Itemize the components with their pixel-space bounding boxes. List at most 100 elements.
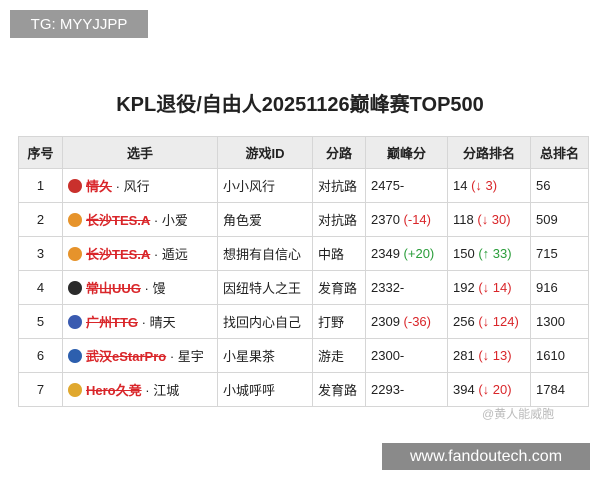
score-change: (-36)	[403, 314, 431, 329]
player-cell: 常山UUG · 馒	[62, 270, 218, 305]
role-rank-cell: 281 (↓ 13)	[447, 338, 531, 373]
role-cell: 对抗路	[312, 202, 366, 237]
table-row: 3 长沙TES.A · 遁远 想拥有自信心 中路 2349 (+20) 150 (↑ 33…	[18, 236, 589, 271]
player-cell: 武汉eStarPro · 星宇	[62, 338, 218, 373]
team-logo	[68, 383, 82, 397]
score-change: (+20)	[403, 246, 435, 261]
team-name: 广州TTG	[86, 315, 138, 330]
role-cell: 发育路	[312, 372, 366, 407]
role-cell: 发育路	[312, 270, 366, 305]
role-rank: 394	[453, 382, 475, 397]
score: 2475-	[371, 178, 405, 193]
index-cell: 3	[18, 236, 63, 271]
player-name: · 晴天	[141, 315, 176, 330]
team-name: Hero久竞	[86, 383, 142, 398]
rank-change: (↓ 14)	[478, 280, 512, 295]
index-cell: 4	[18, 270, 63, 305]
role-rank: 118	[453, 212, 474, 227]
team-name: 长沙TES.A	[86, 213, 151, 228]
role-rank: 281	[453, 348, 475, 363]
role-rank-cell: 256 (↓ 124)	[447, 304, 531, 339]
role-rank: 14	[453, 178, 468, 193]
player-name: · 风行	[115, 179, 150, 194]
table-row: 6 武汉eStarPro · 星宇 小星果茶 游走 2300- 281 (↓ 13) 161…	[18, 338, 589, 373]
team-logo	[68, 179, 82, 193]
role-rank-cell: 118 (↓ 30)	[447, 202, 531, 237]
rank-change: (↑ 33)	[478, 246, 512, 261]
player-cell: 长沙TES.A · 遁远	[62, 236, 218, 271]
role-rank: 256	[453, 314, 475, 329]
player-name: · 遁远	[153, 247, 188, 262]
rank-change: (↓ 124)	[478, 314, 519, 329]
index-cell: 1	[18, 168, 63, 203]
player-name: · 小爱	[153, 213, 188, 228]
index-cell: 5	[18, 304, 63, 339]
game-id-cell: 想拥有自信心	[217, 236, 313, 271]
column-header: 总排名	[530, 136, 589, 169]
game-id-cell: 角色爱	[217, 202, 313, 237]
total-rank-cell: 1610	[530, 338, 589, 373]
rank-change: (↓ 13)	[478, 348, 512, 363]
watermark: TG: MYYJJPP	[10, 10, 148, 38]
index-cell: 7	[18, 372, 63, 407]
total-rank-cell: 1300	[530, 304, 589, 339]
column-header: 游戏ID	[217, 136, 313, 169]
player-name: · 星宇	[169, 349, 204, 364]
role-rank: 192	[453, 280, 475, 295]
score-cell: 2349 (+20)	[365, 236, 448, 271]
column-header: 选手	[62, 136, 218, 169]
team-logo	[68, 315, 82, 329]
score-cell: 2475-	[365, 168, 448, 203]
column-header: 序号	[18, 136, 63, 169]
role-cell: 游走	[312, 338, 366, 373]
game-id-cell: 小小风行	[217, 168, 313, 203]
rank-change: (↓ 3)	[471, 178, 498, 193]
player-name: · 江城	[145, 383, 180, 398]
score: 2309	[371, 314, 400, 329]
column-header: 分路	[312, 136, 366, 169]
total-rank-cell: 916	[530, 270, 589, 305]
total-rank-cell: 509	[530, 202, 589, 237]
player-cell: 广州TTG · 晴天	[62, 304, 218, 339]
role-cell: 中路	[312, 236, 366, 271]
score: 2293-	[371, 382, 405, 397]
score-cell: 2309 (-36)	[365, 304, 448, 339]
team-logo	[68, 247, 82, 261]
title: KPL退役/自由人20251126巅峰赛TOP500	[116, 94, 484, 116]
table-row: 4 常山UUG · 馒因纽特人之王 发育路 2332- 192 (↓ 14) 916	[18, 270, 589, 305]
role-cell: 对抗路	[312, 168, 366, 203]
column-header: 巅峰分	[365, 136, 448, 169]
game-id-cell: 小城呼呼	[217, 372, 313, 407]
role-cell: 打野	[312, 304, 366, 339]
total-rank-cell: 56	[530, 168, 589, 203]
table-row: 7 Hero久竞 · 江城 小城呼呼 发育路 2293- 394 (↓ 20) 1784	[18, 372, 589, 407]
score-cell: 2300-	[365, 338, 448, 373]
team-logo	[68, 349, 82, 363]
team-name: 长沙TES.A	[86, 247, 151, 262]
ranking-table: 序号 选手 游戏ID 分路 巅峰分 分路排名 总排名 1 情久 · 风行 小小风行 对抗路 2475…	[18, 136, 589, 407]
role-rank-cell: 192 (↓ 14)	[447, 270, 531, 305]
index-cell: 2	[18, 202, 63, 237]
header-row: 序号 选手 游戏ID 分路 巅峰分 分路排名 总排名	[18, 136, 589, 169]
table-row: 5 广州TTG · 晴天 找回内心自己 打野 2309 (-36) 256 (↓ 124)…	[18, 304, 589, 339]
team-name: 武汉eStarPro	[86, 349, 167, 364]
score-cell: 2293-	[365, 372, 448, 407]
score-cell: 2370 (-14)	[365, 202, 448, 237]
player-cell: Hero久竞 · 江城	[62, 372, 218, 407]
score: 2300-	[371, 348, 405, 363]
team-logo	[68, 281, 82, 295]
team-name: 情久	[86, 179, 113, 194]
table-row: 2 长沙TES.A · 小爱 角色爱 对抗路 2370 (-14) 118 (↓ 30) 5…	[18, 202, 589, 237]
index-cell: 6	[18, 338, 63, 373]
score: 2370	[371, 212, 400, 227]
game-id-cell: 因纽特人之王	[217, 270, 313, 305]
score-cell: 2332-	[365, 270, 448, 305]
score-change: (-14)	[403, 212, 431, 227]
total-rank-cell: 1784	[530, 372, 589, 407]
game-id-cell: 小星果茶	[217, 338, 313, 373]
role-rank-cell: 150 (↑ 33)	[447, 236, 531, 271]
rank-change: (↓ 20)	[478, 382, 512, 397]
table-row: 1 情久 · 风行 小小风行 对抗路 2475- 14 (↓ 3) 56	[18, 168, 589, 203]
table-body: 1 情久 · 风行 小小风行 对抗路 2475- 14 (↓ 3) 56 2 长沙TES.A ·…	[18, 168, 589, 407]
team-logo	[68, 213, 82, 227]
